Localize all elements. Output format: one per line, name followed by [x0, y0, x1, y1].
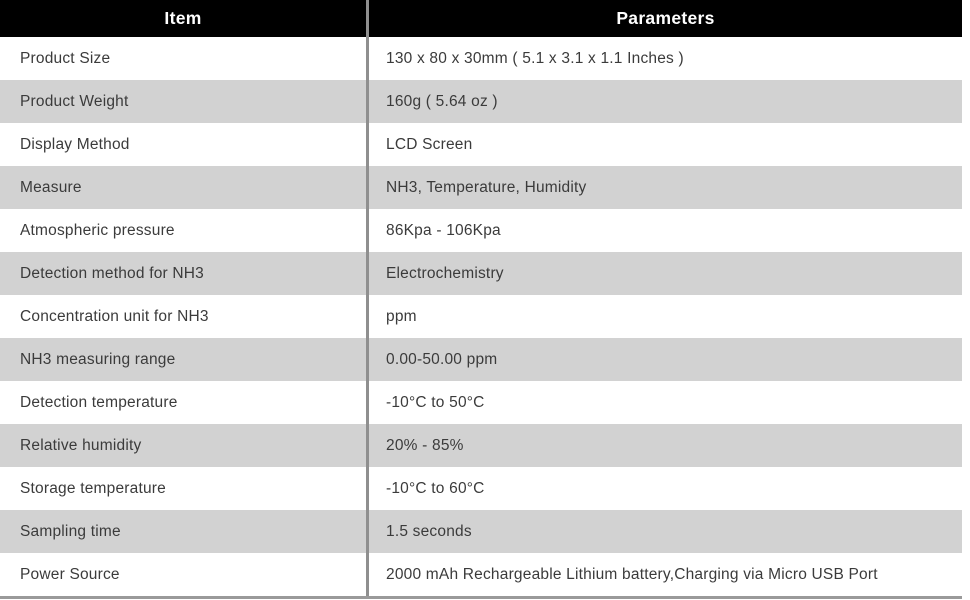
- param-cell: 160g ( 5.64 oz ): [366, 80, 962, 123]
- param-cell: LCD Screen: [366, 123, 962, 166]
- item-cell: Detection temperature: [20, 393, 178, 411]
- param-cell: 2000 mAh Rechargeable Lithium battery,Ch…: [366, 553, 962, 596]
- item-cell: Sampling time: [20, 522, 121, 540]
- table-row: Measure NH3, Temperature, Humidity: [0, 166, 962, 209]
- table-row: Display Method LCD Screen: [0, 123, 962, 166]
- table-row: Power Source 2000 mAh Rechargeable Lithi…: [0, 553, 962, 596]
- item-cell: Power Source: [20, 565, 120, 583]
- table-row: Atmospheric pressure 86Kpa - 106Kpa: [0, 209, 962, 252]
- item-cell: NH3 measuring range: [20, 350, 176, 368]
- param-cell: -10°C to 50°C: [366, 381, 962, 424]
- item-cell: Product Weight: [20, 92, 129, 110]
- item-cell: Product Size: [20, 49, 111, 67]
- item-cell: Relative humidity: [20, 436, 142, 454]
- param-cell: 86Kpa - 106Kpa: [366, 209, 962, 252]
- item-cell: Concentration unit for NH3: [20, 307, 209, 325]
- param-cell: -10°C to 60°C: [366, 467, 962, 510]
- table-row: Detection method for NH3 Electrochemistr…: [0, 252, 962, 295]
- item-cell: Storage temperature: [20, 479, 166, 497]
- param-cell: NH3, Temperature, Humidity: [366, 166, 962, 209]
- table-body: Product Size 130 x 80 x 30mm ( 5.1 x 3.1…: [0, 37, 962, 596]
- table-row: Product Size 130 x 80 x 30mm ( 5.1 x 3.1…: [0, 37, 962, 80]
- param-cell: 1.5 seconds: [366, 510, 962, 553]
- item-cell: Atmospheric pressure: [20, 221, 175, 239]
- table-row: NH3 measuring range 0.00-50.00 ppm: [0, 338, 962, 381]
- item-cell: Detection method for NH3: [20, 264, 204, 282]
- table-header-row: Item Parameters: [0, 0, 962, 37]
- param-cell: 20% - 85%: [366, 424, 962, 467]
- item-cell: Measure: [20, 178, 82, 196]
- param-cell: Electrochemistry: [366, 252, 962, 295]
- table-row: Product Weight 160g ( 5.64 oz ): [0, 80, 962, 123]
- param-cell: ppm: [366, 295, 962, 338]
- column-header-item: Item: [164, 8, 202, 28]
- item-cell: Display Method: [20, 135, 130, 153]
- column-header-parameters: Parameters: [366, 0, 962, 37]
- table-row: Sampling time 1.5 seconds: [0, 510, 962, 553]
- param-cell: 130 x 80 x 30mm ( 5.1 x 3.1 x 1.1 Inches…: [366, 37, 962, 80]
- table-row: Storage temperature -10°C to 60°C: [0, 467, 962, 510]
- param-cell: 0.00-50.00 ppm: [366, 338, 962, 381]
- table-row: Relative humidity 20% - 85%: [0, 424, 962, 467]
- table-row: Concentration unit for NH3 ppm: [0, 295, 962, 338]
- table-row: Detection temperature -10°C to 50°C: [0, 381, 962, 424]
